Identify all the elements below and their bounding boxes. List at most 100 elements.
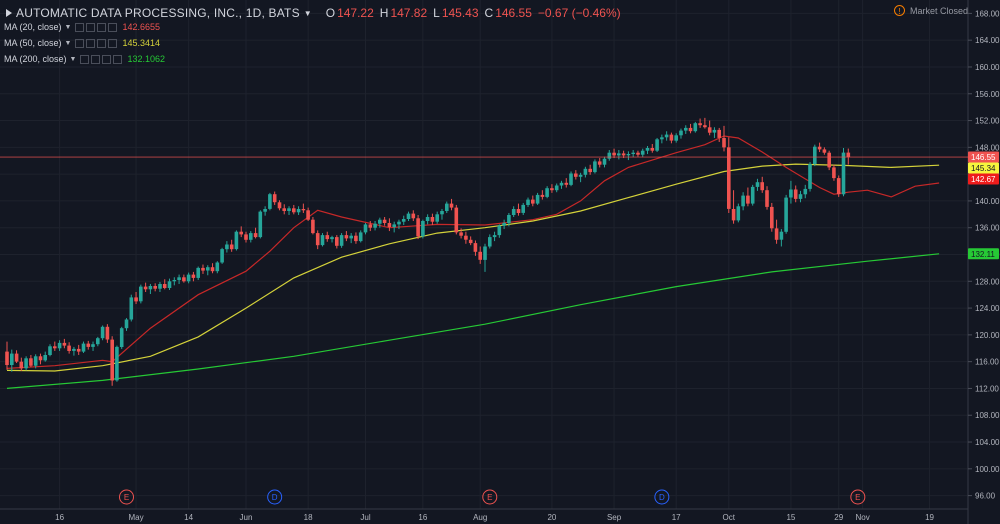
candle[interactable] [421, 219, 425, 239]
candle[interactable] [239, 226, 243, 238]
candle[interactable] [119, 326, 124, 349]
settings-icon[interactable] [86, 22, 96, 32]
candlestick-series[interactable] [5, 117, 851, 386]
candle[interactable] [215, 261, 220, 274]
candle[interactable] [296, 206, 301, 215]
candle[interactable] [373, 221, 377, 231]
earnings-marker[interactable]: E [482, 489, 498, 505]
candle[interactable] [277, 200, 282, 211]
candle[interactable] [330, 235, 334, 243]
candle[interactable] [832, 164, 836, 181]
candle[interactable] [43, 351, 47, 362]
chevron-down-icon[interactable]: ▼ [303, 8, 312, 18]
candle[interactable] [488, 234, 492, 249]
candle[interactable] [793, 185, 798, 203]
candle[interactable] [191, 271, 196, 282]
candle[interactable] [10, 349, 14, 372]
candle[interactable] [684, 125, 688, 134]
candle[interactable] [110, 336, 114, 386]
candle[interactable] [750, 184, 755, 206]
candle[interactable] [172, 277, 177, 286]
candle[interactable] [564, 178, 569, 188]
candle[interactable] [588, 164, 592, 175]
candle[interactable] [827, 150, 831, 171]
candle[interactable] [693, 121, 698, 133]
candle[interactable] [688, 123, 693, 134]
eye-icon[interactable] [75, 38, 85, 48]
candle[interactable] [497, 224, 502, 238]
candle[interactable] [186, 272, 191, 284]
close-icon[interactable] [108, 38, 118, 48]
candle[interactable] [416, 214, 420, 240]
candle[interactable] [664, 131, 669, 141]
candle[interactable] [33, 354, 38, 369]
candle[interactable] [344, 231, 349, 242]
candle[interactable] [430, 213, 435, 226]
candle[interactable] [349, 233, 353, 244]
candle[interactable] [813, 144, 817, 167]
candle[interactable] [516, 203, 521, 216]
candle[interactable] [535, 192, 540, 205]
candle[interactable] [24, 356, 28, 371]
settings-icon[interactable] [86, 38, 96, 48]
candle[interactable] [287, 206, 291, 215]
candle[interactable] [201, 264, 205, 274]
candle[interactable] [746, 187, 750, 207]
study-ma50[interactable]: MA (50, close) ▼ 145.3414 [4, 36, 160, 50]
candle[interactable] [378, 217, 382, 228]
candle[interactable] [249, 231, 253, 243]
chevron-down-icon[interactable]: ▼ [64, 39, 72, 47]
dividend-marker[interactable]: D [654, 489, 670, 505]
candle[interactable] [292, 204, 296, 215]
candle[interactable] [263, 206, 267, 216]
candle[interactable] [578, 172, 583, 183]
candle[interactable] [597, 158, 602, 168]
candle[interactable] [320, 233, 325, 247]
candle[interactable] [148, 283, 153, 295]
candle[interactable] [229, 239, 234, 252]
candle[interactable] [779, 229, 784, 247]
candle[interactable] [655, 137, 659, 153]
candle[interactable] [660, 134, 664, 144]
candle[interactable] [96, 336, 100, 347]
candle[interactable] [736, 203, 741, 223]
candle[interactable] [531, 195, 535, 207]
candle[interactable] [134, 292, 138, 305]
candle[interactable] [650, 143, 655, 153]
candle[interactable] [755, 178, 760, 191]
candle[interactable] [803, 184, 808, 199]
candle[interactable] [707, 120, 712, 136]
candle[interactable] [105, 324, 110, 343]
candle[interactable] [774, 219, 779, 244]
candle[interactable] [258, 210, 263, 239]
candle[interactable] [717, 127, 721, 142]
earnings-marker[interactable]: E [850, 489, 866, 505]
candle[interactable] [574, 170, 578, 180]
candle[interactable] [631, 150, 635, 158]
candle[interactable] [392, 221, 396, 233]
candle[interactable] [612, 148, 616, 159]
candle[interactable] [368, 221, 373, 232]
candle[interactable] [57, 340, 62, 351]
candle[interactable] [387, 218, 392, 232]
study-ma200[interactable]: MA (200, close) ▼ 132.1062 [4, 52, 165, 66]
candle[interactable] [425, 214, 430, 225]
candle[interactable] [14, 350, 19, 363]
candle[interactable] [449, 198, 454, 211]
study-label[interactable]: MA (20, close) [4, 22, 62, 32]
candle[interactable] [206, 265, 210, 276]
candle[interactable] [177, 274, 181, 284]
eye-icon[interactable] [75, 22, 85, 32]
candle[interactable] [268, 192, 272, 211]
eye-icon[interactable] [80, 54, 90, 64]
candle[interactable] [569, 171, 573, 187]
candle[interactable] [5, 341, 9, 370]
candle[interactable] [473, 240, 478, 256]
candle[interactable] [311, 216, 315, 235]
candle[interactable] [679, 128, 683, 139]
candle[interactable] [507, 212, 511, 227]
candle[interactable] [167, 278, 172, 290]
candle[interactable] [301, 203, 306, 213]
symbol-title[interactable]: AUTOMATIC DATA PROCESSING, INC., 1D, BAT… [16, 6, 300, 20]
candle[interactable] [196, 266, 200, 280]
